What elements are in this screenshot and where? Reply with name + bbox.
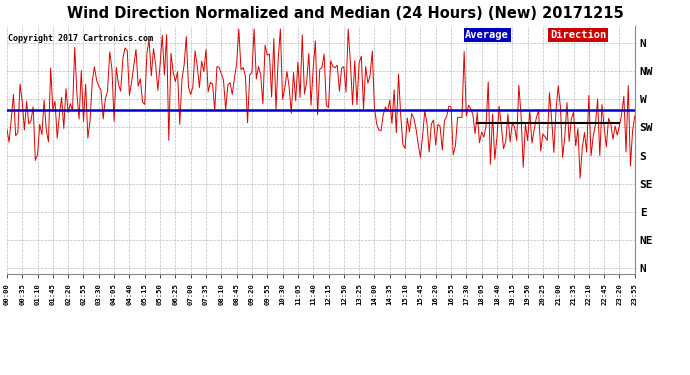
Text: Direction: Direction <box>550 30 607 40</box>
Text: Average: Average <box>465 30 509 40</box>
Text: Copyright 2017 Cartronics.com: Copyright 2017 Cartronics.com <box>8 34 153 43</box>
Text: Wind Direction Normalized and Median (24 Hours) (New) 20171215: Wind Direction Normalized and Median (24… <box>67 6 623 21</box>
